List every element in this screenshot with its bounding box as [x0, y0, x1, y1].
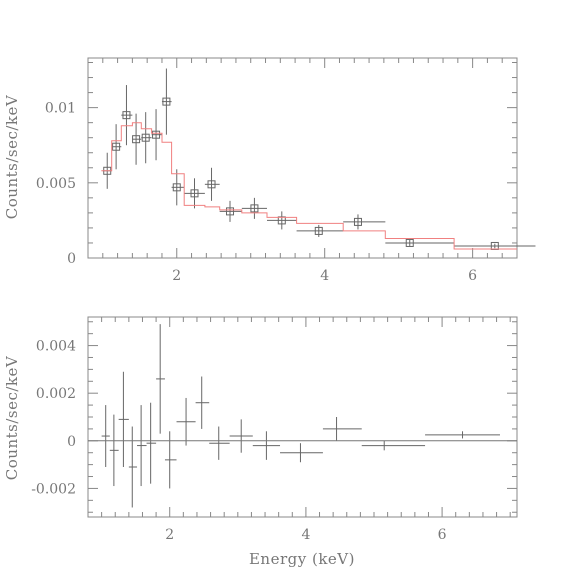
spectrum-data-point	[122, 111, 131, 120]
spectrum-data-point	[314, 226, 323, 235]
spectrum-data-point	[152, 130, 161, 139]
spectrum-x-tick-label: 2	[172, 268, 181, 284]
residuals-x-tick-label: 4	[301, 527, 310, 543]
spectrum-y-tick-label: 0.005	[36, 176, 76, 192]
residuals-panel: Counts/sec/keV Energy (keV) 2 4 6 -0.002 0 0.…	[3, 316, 518, 568]
spectrum-data-point	[353, 217, 362, 226]
spectrum-data-point	[190, 189, 199, 198]
spectrum-model-step-line	[101, 122, 517, 250]
x-axis-label: Energy (keV)	[249, 550, 355, 568]
spectrum-data-point	[226, 207, 235, 216]
residuals-y-tick-label: -0.002	[31, 481, 76, 497]
residuals-plot-frame	[87, 316, 518, 518]
spectrum-plot-frame	[87, 57, 518, 259]
spectrum-data-point	[207, 180, 216, 189]
residuals-y-tick-label: 0	[67, 434, 76, 450]
spectrum-x-tick-label: 4	[320, 268, 329, 284]
spectrum-y-tick-label: 0	[67, 251, 76, 267]
spectrum-data-point	[405, 238, 414, 247]
residuals-x-tick-label: 6	[438, 527, 447, 543]
spectrum-panel: Counts/sec/keV 2 4 6 0 0.005 0.01	[3, 57, 536, 284]
spectrum-y-tick-label: 0.01	[45, 101, 76, 117]
residuals-y-axis-label: Counts/sec/keV	[3, 355, 21, 480]
spectrum-data-point	[172, 183, 181, 192]
spectrum-data-point	[132, 135, 141, 144]
spectrum-data-point	[141, 133, 150, 142]
spectrum-y-axis-label: Counts/sec/keV	[3, 94, 21, 219]
residuals-y-tick-label: 0.002	[36, 386, 76, 402]
residuals-y-tick-label: 0.004	[36, 339, 76, 355]
spectrum-x-tick-label: 6	[468, 268, 477, 284]
spectrum-data-point	[162, 97, 171, 106]
residuals-x-tick-label: 2	[165, 527, 174, 543]
spectrum-data-point	[250, 204, 259, 213]
spectrum-data-point	[112, 142, 121, 151]
